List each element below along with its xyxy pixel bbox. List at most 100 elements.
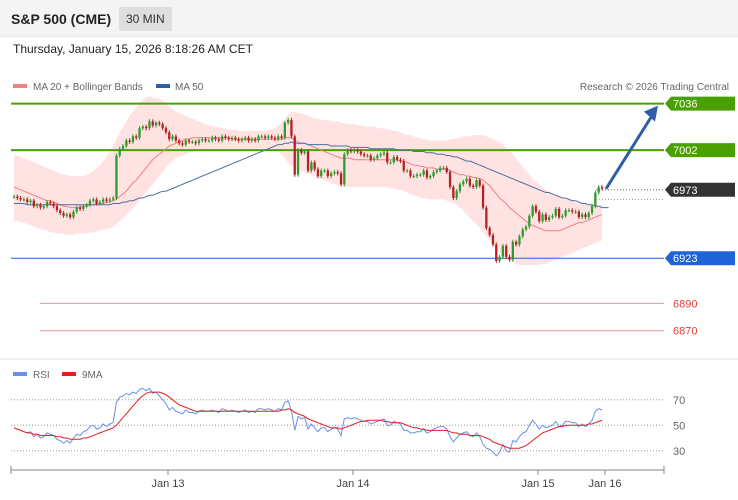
candle-body [369,155,372,160]
level-tag-label: 6923 [673,253,697,265]
candle-body [224,136,227,138]
candle-body [151,121,154,126]
candle-body [19,198,22,200]
ma50-legend-label: MA 50 [175,82,204,93]
candle-body [230,137,234,140]
x-axis: Jan 13 Jan 14 Jan 15 Jan 16 [10,466,665,490]
candle-body [538,211,541,222]
rsi-tick-label: 30 [673,446,685,458]
candle-body [287,120,290,123]
candle-body [564,210,567,216]
candle-body [412,176,415,178]
candle-body [78,207,82,209]
candle-body [207,140,210,142]
candle-body [534,206,538,212]
rsi-legend-label: RSI [33,370,50,381]
instrument-title: S&P 500 (CME) [11,11,112,27]
candle-body [221,136,224,141]
candle-body [118,148,121,156]
candle-body [594,192,597,207]
candle-body [485,207,488,229]
candle-body [161,124,164,129]
candle-body [448,172,452,188]
candle-body [194,141,197,144]
candle-body [541,214,544,222]
candle-body [306,151,310,171]
candle-body [293,136,296,175]
candle-body [548,217,551,220]
candle-body [277,136,280,140]
candle-body [168,132,171,140]
candle-body [217,139,220,141]
candle-body [551,215,554,218]
candle-body [366,155,369,157]
candle-body [336,172,339,174]
candle-body [597,187,600,193]
forecast-arrow [604,105,658,190]
candle-body [148,121,151,129]
candle-body [382,152,386,155]
candle-body [521,229,524,237]
candle-body [379,154,382,156]
level-tags: 7036 7002 6973 6923 6890 6870 [665,96,735,338]
candle-body [320,170,323,177]
candle-body [174,136,177,141]
candle-body [247,137,250,141]
candle-body [75,207,78,212]
candle-body [135,136,138,138]
candle-body [92,199,95,201]
interval-badge[interactable]: 30 MIN [119,7,172,31]
candle-body [399,159,402,162]
candle-body [501,245,504,257]
candle-body [481,185,485,208]
candle-body [98,202,101,204]
rsi-ma-legend-swatch [62,372,76,376]
candle-body [42,206,45,208]
candle-body [211,137,214,141]
candle-body [72,211,75,218]
forecast-arrow-shaft [604,111,656,190]
candle-body [300,150,303,153]
candle-body [363,154,366,156]
candle-body [495,244,498,261]
candle-body [343,154,346,185]
candle-body [263,136,267,138]
candle-body [439,167,442,171]
candle-body [88,200,92,205]
candle-body [584,214,587,218]
level-tag-label: 6870 [673,326,697,338]
candle-body [197,140,201,144]
candle-body [303,151,306,153]
candle-body [442,167,445,169]
candle-body [472,185,475,188]
moving-averages [13,137,609,232]
candle-body [544,214,547,220]
candle-body [511,241,514,260]
candle-body [316,169,320,177]
rsi-tick-label: 70 [673,395,685,407]
candle-body [310,162,313,171]
candle-body [82,206,85,209]
candle-body [260,136,263,138]
credit-label: Research © 2026 Trading Central [580,82,729,93]
candle-body [458,184,462,192]
candle-body [346,150,349,155]
candle-body [52,203,55,207]
candle-body [12,196,16,198]
candle-body [356,150,359,152]
candle-body [475,180,478,187]
candle-body [121,146,125,149]
candle-body [178,140,181,144]
level-tag-label: 6890 [673,298,697,310]
candle-body [181,143,184,145]
candle-body [376,155,379,159]
level-tag-label: 7002 [673,145,697,157]
candle-body [254,139,257,141]
candle-body [69,214,72,218]
candle-body [571,210,574,212]
level-tag-6923 [665,251,735,266]
candle-body [349,150,353,152]
candle-body [26,199,29,203]
candle-body [557,208,561,218]
candle-body [528,215,531,227]
